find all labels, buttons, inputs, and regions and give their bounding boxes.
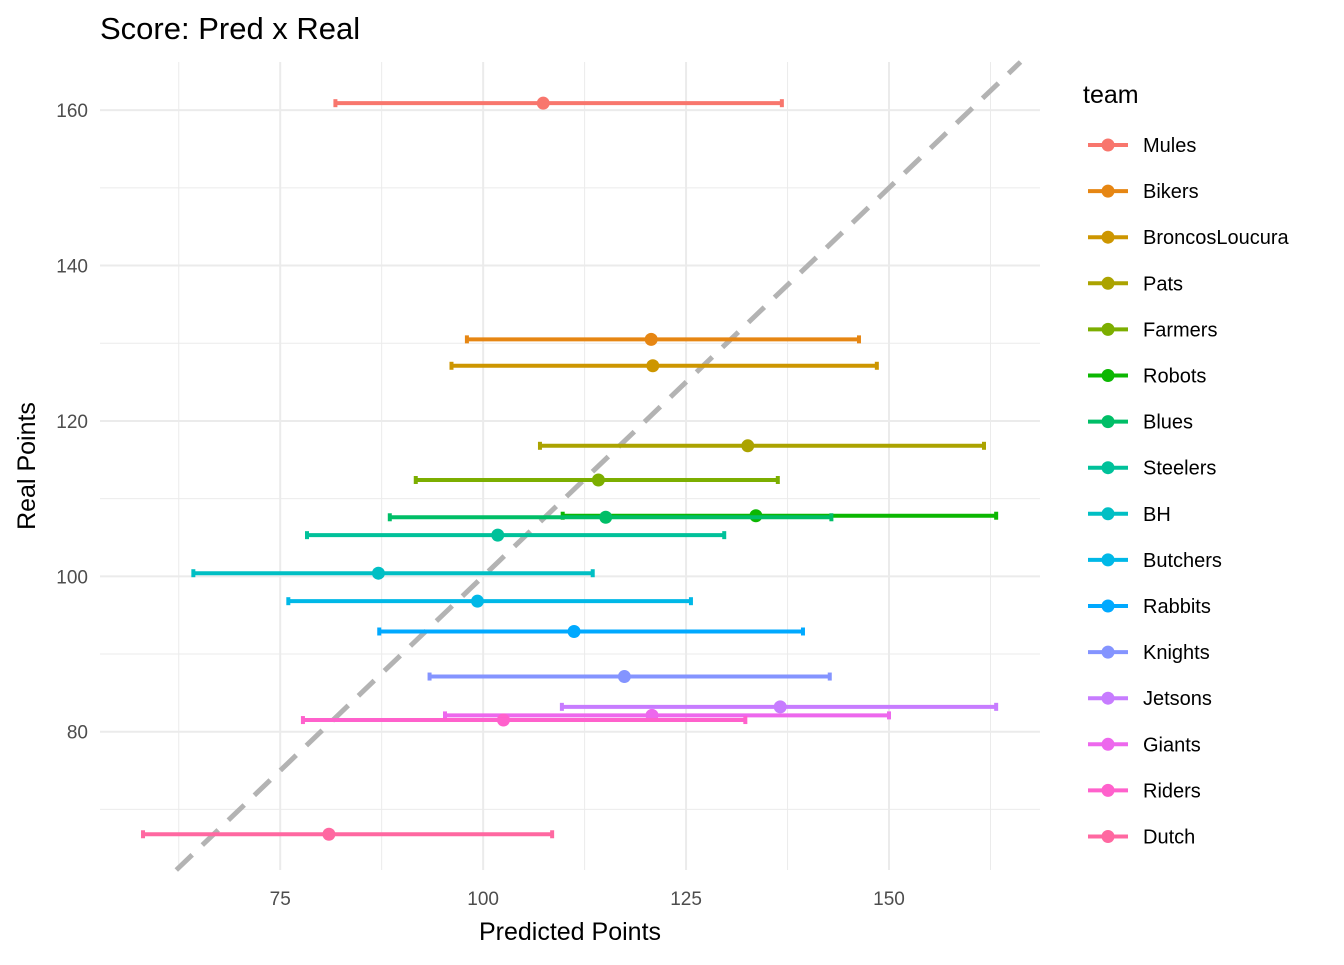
legend-item-dutch: Dutch [1088,827,1195,849]
errorbar-mules [333,96,784,110]
legend-label: BroncosLoucura [1143,227,1290,249]
legend: Mules Bikers BroncosLoucura Pats Farmers Robo… [1088,135,1290,849]
legend-item-bikers: Bikers [1088,181,1199,203]
legend-label: Jetsons [1143,688,1212,710]
point-dutch [322,827,336,841]
legend-item-broncosloucura: BroncosLoucura [1088,227,1290,249]
legend-label: Dutch [1143,827,1195,849]
legend-key-point [1101,276,1115,290]
point-blues [599,510,613,524]
axes: 75 100 125 150 80 100 120 140 160 [56,101,905,910]
x-tick-label: 75 [270,889,291,910]
legend-label: Butchers [1143,550,1222,572]
legend-item-farmers: Farmers [1088,319,1217,341]
point-butchers [470,594,484,608]
errorbar-dutch [141,827,555,841]
legend-label: Robots [1143,366,1206,388]
x-tick-label: 125 [670,889,702,910]
legend-item-knights: Knights [1088,642,1210,664]
legend-item-riders: Riders [1088,780,1201,802]
legend-label: Riders [1143,780,1201,802]
data-marks [141,96,999,841]
legend-label: Bikers [1143,181,1199,203]
errorbar-riders [300,713,748,727]
errorbar-pats [537,439,986,453]
point-broncosloucura [646,359,660,373]
legend-key-point [1101,230,1115,244]
legend-key-point [1101,415,1115,429]
legend-key-point [1101,599,1115,613]
point-jetsons [773,700,787,714]
legend-item-pats: Pats [1088,273,1183,295]
reference-line [174,60,1023,872]
legend-label: Rabbits [1143,596,1211,618]
legend-label: Pats [1143,273,1183,295]
errorbar-farmers [413,473,780,487]
point-steelers [491,528,505,542]
errorbar-bh [191,566,595,580]
errorbar-rabbits [377,624,805,638]
legend-item-butchers: Butchers [1088,550,1222,572]
legend-label: Farmers [1143,319,1217,341]
legend-key-point [1101,507,1115,521]
y-tick-label: 120 [56,412,88,433]
legend-item-blues: Blues [1088,412,1193,434]
errorbar-butchers [286,594,693,608]
legend-label: Blues [1143,412,1193,434]
legend-item-rabbits: Rabbits [1088,596,1211,618]
legend-key-point [1101,783,1115,797]
errorbar-steelers [304,528,727,542]
errorbar-jetsons [559,700,999,714]
grid [100,62,1040,870]
point-bh [371,566,385,580]
legend-key-point [1101,138,1115,152]
point-pats [741,439,755,453]
legend-label: BH [1143,504,1171,526]
legend-key-point [1101,461,1115,475]
errorbar-blues [387,510,834,524]
legend-item-jetsons: Jetsons [1088,688,1212,710]
legend-key-point [1101,322,1115,336]
legend-key-point [1101,645,1115,659]
legend-title: team [1083,81,1139,109]
legend-label: Steelers [1143,458,1216,480]
legend-key-point [1101,737,1115,751]
y-tick-label: 140 [56,257,88,278]
y-tick-label: 160 [56,101,88,122]
x-tick-label: 100 [467,889,499,910]
legend-label: Knights [1143,642,1210,664]
legend-label: Giants [1143,734,1201,756]
errorbar-knights [427,670,832,684]
legend-key-point [1101,369,1115,382]
y-tick-label: 100 [56,567,88,588]
identity-line [174,60,1023,872]
legend-item-mules: Mules [1088,135,1196,157]
point-bikers [644,332,658,346]
errorbar-broncosloucura [449,359,879,373]
legend-item-bh: BH [1088,504,1171,526]
legend-key-point [1101,553,1115,567]
legend-item-steelers: Steelers [1088,458,1216,480]
legend-key-point [1101,691,1115,705]
legend-item-giants: Giants [1088,734,1201,756]
legend-item-robots: Robots [1088,366,1206,388]
point-farmers [591,473,605,487]
legend-key-point [1101,184,1115,198]
legend-key-point [1101,830,1115,843]
chart-title: Score: Pred x Real [100,11,360,46]
x-axis-label: Predicted Points [479,918,661,946]
point-riders [496,713,510,727]
x-tick-label: 150 [873,889,905,910]
point-mules [536,96,550,110]
point-rabbits [567,624,581,638]
point-knights [617,670,631,684]
errorbar-bikers [464,332,861,346]
y-tick-label: 80 [67,723,88,744]
y-axis-label: Real Points [13,402,41,530]
legend-label: Mules [1143,135,1196,157]
